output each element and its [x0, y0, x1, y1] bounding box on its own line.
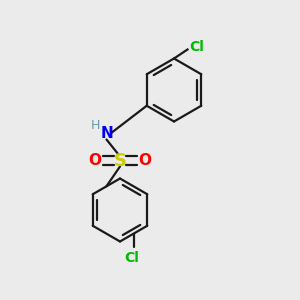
Text: Cl: Cl — [125, 251, 140, 265]
Text: S: S — [113, 152, 127, 169]
Text: O: O — [139, 153, 152, 168]
Text: N: N — [100, 126, 113, 141]
Text: H: H — [90, 119, 100, 133]
Text: Cl: Cl — [190, 40, 205, 54]
Text: O: O — [88, 153, 101, 168]
